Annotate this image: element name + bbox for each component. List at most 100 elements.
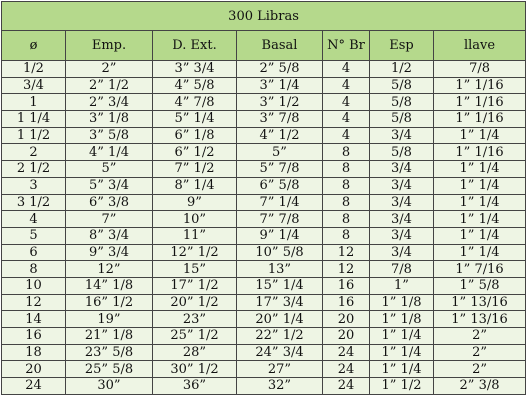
table-cell[interactable]: 24 [1,377,66,395]
table-cell[interactable]: 8 [322,143,370,162]
table-cell[interactable]: 14 [1,310,66,328]
table-cell[interactable]: 3” 1/2 [236,93,323,112]
table-cell[interactable]: 3/4 [369,126,434,145]
table-cell[interactable]: 3” 3/4 [152,60,237,78]
table-cell[interactable]: 5” [65,160,153,178]
table-cell[interactable]: 7” 7/8 [236,210,323,228]
table-cell[interactable]: 12” [65,260,153,278]
table-cell[interactable]: 3/4 [1,76,66,95]
table-cell[interactable]: 3” 1/4 [236,76,323,95]
table-cell[interactable]: 16” 1/2 [65,293,153,312]
table-cell[interactable]: 1” 5/8 [432,276,527,295]
table-cell[interactable]: 4 [322,60,370,78]
table-title[interactable]: 300 Libras [0,1,527,31]
table-cell[interactable]: 2” [432,360,527,379]
table-cell[interactable]: 3/4 [369,160,434,178]
header-cell[interactable]: ø [1,30,66,61]
table-cell[interactable]: 1/2 [369,60,434,78]
table-cell[interactable]: 5/8 [369,76,434,95]
table-cell[interactable]: 1 1/4 [1,110,66,128]
table-cell[interactable]: 10” [152,210,237,228]
table-cell[interactable]: 1” 1/16 [432,143,527,162]
table-cell[interactable]: 4 [322,76,370,95]
table-cell[interactable]: 6 [1,243,66,262]
table-cell[interactable]: 12 [1,293,66,312]
table-cell[interactable]: 1” 1/8 [369,310,434,328]
table-cell[interactable]: 1” 7/16 [432,260,527,278]
table-cell[interactable]: 20” 1/2 [152,293,237,312]
table-cell[interactable]: 8 [1,260,66,278]
table-cell[interactable]: 1” 1/4 [432,160,527,178]
table-cell[interactable]: 3/4 [369,210,434,228]
table-cell[interactable]: 20 [322,327,370,345]
table-cell[interactable]: 6” 1/2 [152,143,237,162]
table-cell[interactable]: 7/8 [432,60,527,78]
table-cell[interactable]: 10” 5/8 [236,243,323,262]
table-cell[interactable]: 1” 1/16 [432,110,527,128]
table-cell[interactable]: 27” [236,360,323,379]
table-cell[interactable]: 25” 1/2 [152,327,237,345]
table-cell[interactable]: 28” [152,343,237,362]
table-cell[interactable]: 4 [1,210,66,228]
table-cell[interactable]: 20 [322,310,370,328]
table-cell[interactable]: 18 [1,343,66,362]
table-cell[interactable]: 5/8 [369,110,434,128]
header-cell[interactable]: Emp. [65,30,153,61]
table-cell[interactable]: 4 [322,110,370,128]
table-cell[interactable]: 5/8 [369,93,434,112]
table-cell[interactable]: 20 [1,360,66,379]
header-cell[interactable]: N° Br [322,30,370,61]
table-cell[interactable]: 6” 5/8 [236,176,323,195]
table-cell[interactable]: 3/4 [369,193,434,212]
table-cell[interactable]: 2” 1/2 [65,76,153,95]
table-cell[interactable]: 3/4 [369,226,434,245]
table-cell[interactable]: 32” [236,377,323,395]
table-cell[interactable]: 5” [236,143,323,162]
table-cell[interactable]: 8 [322,193,370,212]
table-cell[interactable]: 8 [322,210,370,228]
table-cell[interactable]: 4 [322,126,370,145]
table-cell[interactable]: 1 [1,93,66,112]
header-cell[interactable]: llave [432,30,527,61]
table-cell[interactable]: 4 [322,93,370,112]
header-cell[interactable]: D. Ext. [152,30,237,61]
table-cell[interactable]: 8 [322,160,370,178]
table-cell[interactable]: 4” 5/8 [152,76,237,95]
table-cell[interactable]: 3” 1/8 [65,110,153,128]
table-cell[interactable]: 8” 3/4 [65,226,153,245]
table-cell[interactable]: 1” 1/4 [432,126,527,145]
table-cell[interactable]: 1” 1/4 [369,327,434,345]
table-cell[interactable]: 23” [152,310,237,328]
table-cell[interactable]: 12 [322,243,370,262]
table-cell[interactable]: 4” 7/8 [152,93,237,112]
table-cell[interactable]: 5 [1,226,66,245]
table-cell[interactable]: 21” 1/8 [65,327,153,345]
table-cell[interactable]: 2 [1,143,66,162]
table-cell[interactable]: 1” 1/2 [369,377,434,395]
table-cell[interactable]: 10 [1,276,66,295]
table-cell[interactable]: 3” 7/8 [236,110,323,128]
table-cell[interactable]: 36” [152,377,237,395]
table-cell[interactable]: 1” 1/4 [432,193,527,212]
table-cell[interactable]: 1” 1/16 [432,93,527,112]
table-cell[interactable]: 16 [1,327,66,345]
table-cell[interactable]: 6” 1/8 [152,126,237,145]
table-cell[interactable]: 1” [369,276,434,295]
table-cell[interactable]: 7” 1/2 [152,160,237,178]
table-cell[interactable]: 3/4 [369,243,434,262]
table-cell[interactable]: 1” 13/16 [432,310,527,328]
table-cell[interactable]: 1” 1/4 [432,176,527,195]
table-cell[interactable]: 2” [432,343,527,362]
table-cell[interactable]: 3” 5/8 [65,126,153,145]
table-cell[interactable]: 5/8 [369,143,434,162]
table-cell[interactable]: 17” 3/4 [236,293,323,312]
table-cell[interactable]: 1” 1/4 [369,343,434,362]
table-cell[interactable]: 2” 3/4 [65,93,153,112]
table-cell[interactable]: 1” 1/8 [369,293,434,312]
table-cell[interactable]: 30” 1/2 [152,360,237,379]
table-cell[interactable]: 7” 1/4 [236,193,323,212]
table-cell[interactable]: 15” [152,260,237,278]
table-cell[interactable]: 3 1/2 [1,193,66,212]
table-cell[interactable]: 4” 1/2 [236,126,323,145]
table-cell[interactable]: 8 [322,226,370,245]
